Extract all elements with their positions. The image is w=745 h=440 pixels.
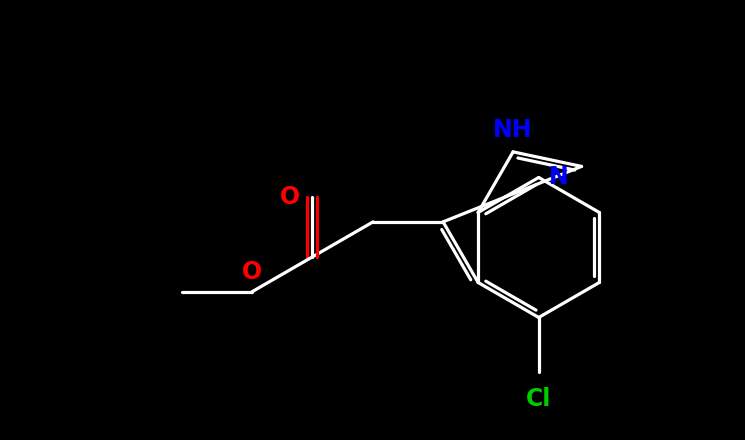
Text: Cl: Cl xyxy=(526,388,551,411)
Text: NH: NH xyxy=(493,118,533,142)
Text: O: O xyxy=(242,260,262,284)
Text: N: N xyxy=(549,165,568,190)
Text: O: O xyxy=(280,185,300,209)
